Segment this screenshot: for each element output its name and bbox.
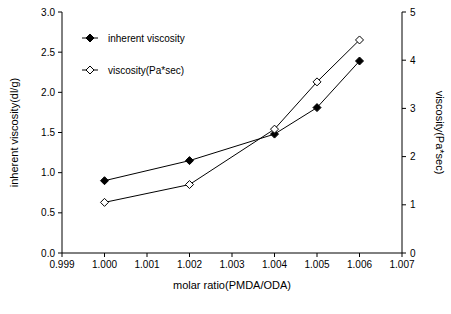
y-tick-label: 0.0 xyxy=(41,248,55,259)
y-tick-label: 3.0 xyxy=(41,7,55,18)
y2-tick-label: 0 xyxy=(410,248,416,259)
y2-tick xyxy=(402,108,406,109)
x-axis-label: molar ratio(PMDA/ODA) xyxy=(173,279,291,291)
y2-tick-label: 2 xyxy=(410,151,416,162)
x-tick xyxy=(147,253,148,257)
y2-tick-label: 3 xyxy=(410,103,416,114)
legend-marker xyxy=(86,34,94,42)
x-tick-label: 1.003 xyxy=(219,259,244,270)
legend-label: viscosity(Pa*sec) xyxy=(108,65,184,76)
chart: 0.9991.0001.0011.0021.0031.0041.0051.006… xyxy=(0,0,451,314)
y-tick xyxy=(58,52,62,53)
series-marker xyxy=(271,125,279,133)
y2-tick xyxy=(402,204,406,205)
series-line xyxy=(105,40,360,202)
y2-tick xyxy=(402,156,406,157)
series-marker xyxy=(101,198,109,206)
x-tick xyxy=(274,253,275,257)
series-marker xyxy=(186,181,194,189)
series-marker xyxy=(186,157,194,165)
y2-tick-label: 4 xyxy=(410,55,416,66)
y-tick xyxy=(58,132,62,133)
y2-tick-label: 5 xyxy=(410,7,416,18)
y-tick-label: 1.0 xyxy=(41,167,55,178)
y-tick-label: 0.5 xyxy=(41,207,55,218)
x-tick xyxy=(62,253,63,257)
series-marker xyxy=(313,104,321,112)
series-marker xyxy=(101,177,109,185)
y-tick-label: 2.5 xyxy=(41,47,55,58)
y-tick xyxy=(58,253,62,254)
y-tick xyxy=(58,92,62,93)
y2-tick-label: 1 xyxy=(410,199,416,210)
legend: inherent viscosity viscosity(Pa*sec) xyxy=(82,33,185,76)
x-tick xyxy=(317,253,318,257)
x-tick xyxy=(189,253,190,257)
plot-area xyxy=(101,36,364,206)
y-axis-label: inherent viscosity(dl/g) xyxy=(8,78,20,187)
legend-label: inherent viscosity xyxy=(108,33,185,44)
series-marker xyxy=(356,57,364,65)
y2-tick xyxy=(402,60,406,61)
x-tick-label: 1.004 xyxy=(262,259,287,270)
x-tick xyxy=(104,253,105,257)
y-tick xyxy=(58,12,62,13)
x-tick-label: 1.002 xyxy=(177,259,202,270)
y2-tick xyxy=(402,12,406,13)
y-tick-label: 1.5 xyxy=(41,127,55,138)
y-tick-label: 2.0 xyxy=(41,87,55,98)
y-tick xyxy=(58,172,62,173)
series-marker xyxy=(313,78,321,86)
y2-tick xyxy=(402,253,406,254)
y2-axis-label: viscosity(Pa*sec) xyxy=(434,91,446,175)
x-tick-label: 1.001 xyxy=(134,259,159,270)
x-tick-label: 0.999 xyxy=(49,259,74,270)
series-marker xyxy=(356,36,364,44)
x-tick-label: 1.006 xyxy=(347,259,372,270)
y-tick xyxy=(58,212,62,213)
x-tick xyxy=(402,253,403,257)
x-tick-label: 1.005 xyxy=(304,259,329,270)
x-tick-label: 1.000 xyxy=(92,259,117,270)
x-tick-label: 1.007 xyxy=(389,259,414,270)
series-line xyxy=(105,61,360,181)
legend-marker xyxy=(86,66,94,74)
x-tick xyxy=(232,253,233,257)
y2-axis-line xyxy=(402,12,403,253)
x-tick xyxy=(359,253,360,257)
